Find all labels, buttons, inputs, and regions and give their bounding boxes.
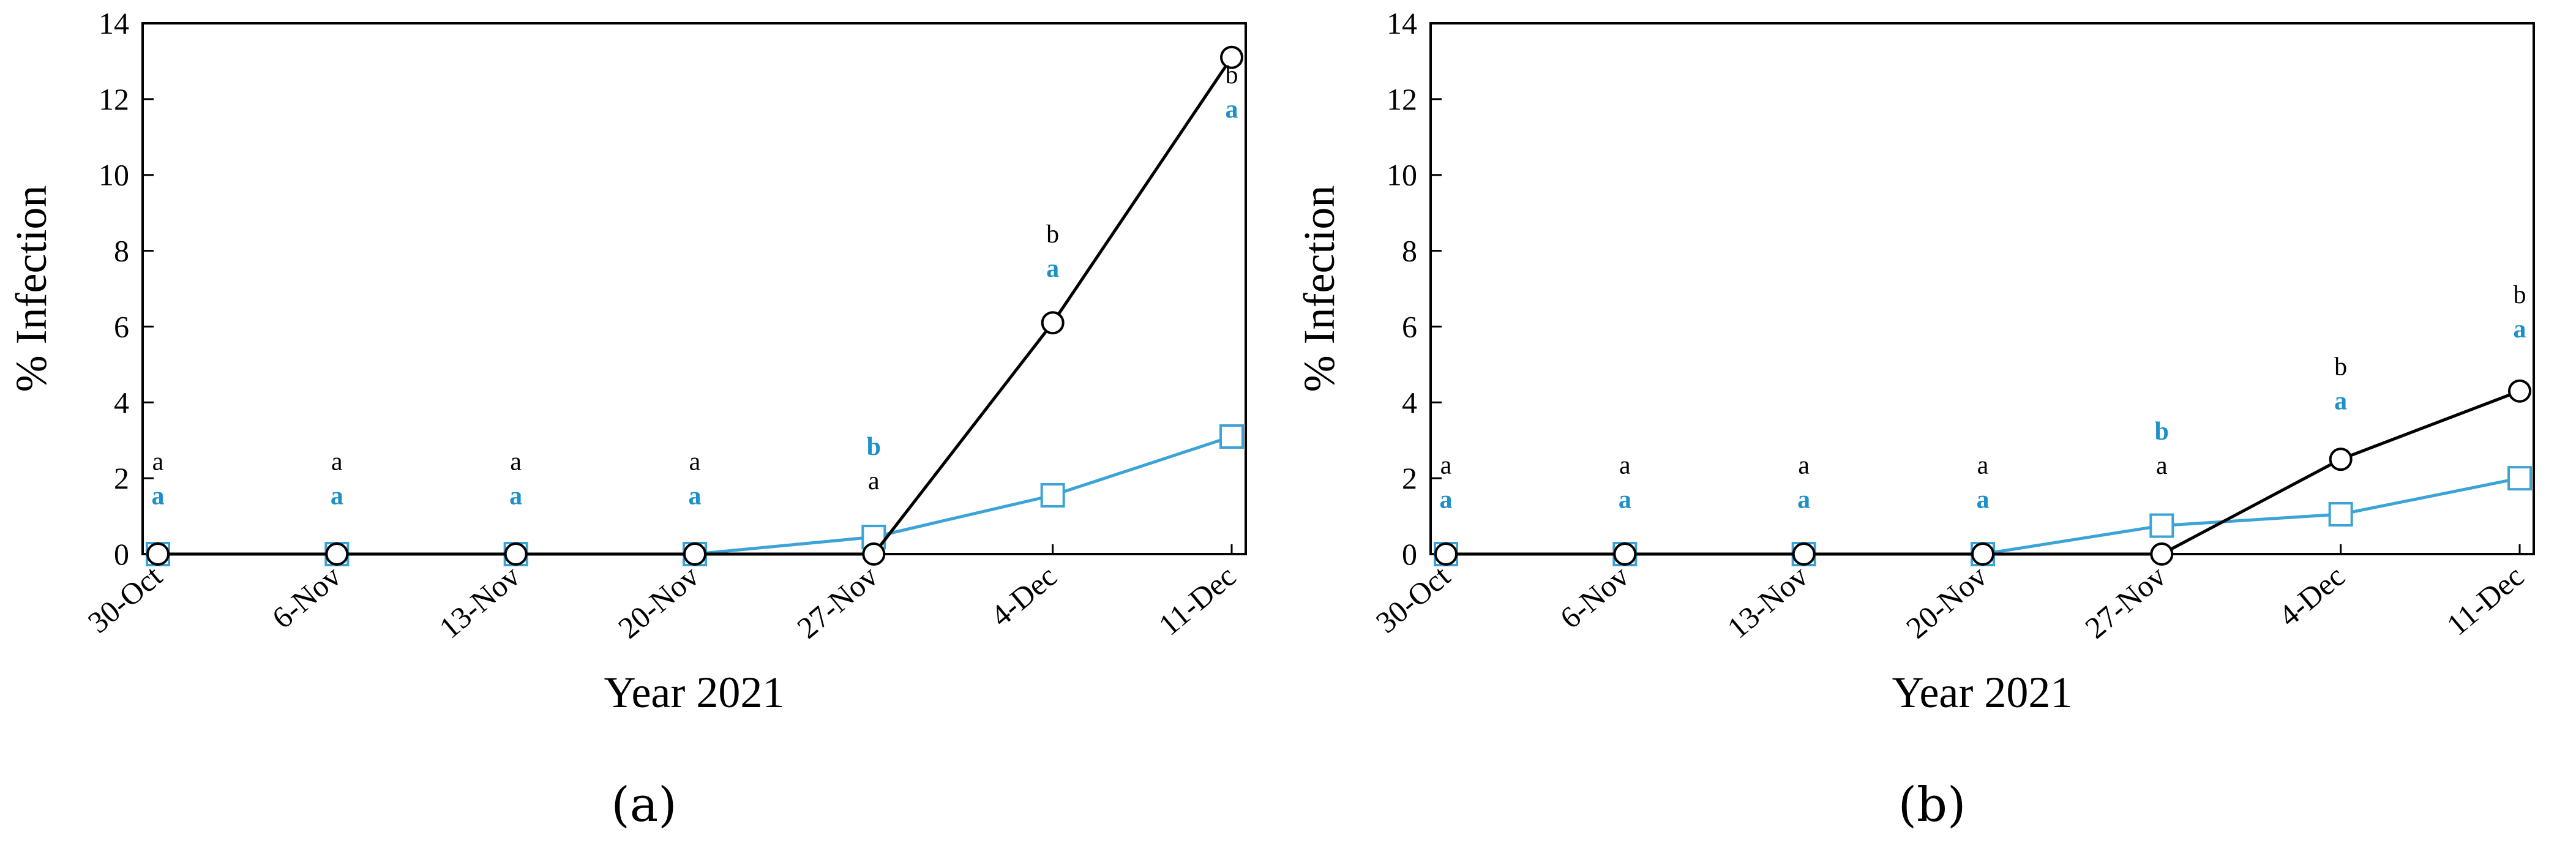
y-tick-label: 14 [99,6,129,40]
data-point-circle [1792,542,1816,566]
data-point-circle [146,542,170,566]
significance-letter-black: a [152,448,164,476]
significance-letter-blue: b [2155,418,2169,446]
significance-letter-blue: a [1797,486,1810,514]
significance-letter-black: a [689,448,701,476]
data-point-circle [862,542,886,566]
data-point-circle [2150,542,2174,566]
y-axis-title: % Infection [1295,186,1344,392]
y-tick-label: 12 [1387,82,1417,116]
data-point-square [1040,483,1065,508]
data-point-square [2149,513,2174,538]
x-tick-label: 11-Dec [2440,559,2530,642]
x-tick-label: 13-Nov [433,559,526,645]
y-tick-label: 12 [99,82,129,116]
significance-letter-blue: a [689,482,702,511]
data-point-square [2507,466,2532,491]
data-point-circle [1613,542,1637,566]
x-axis-title: Year 2021 [1892,668,2073,717]
x-axis-title: Year 2021 [604,668,785,717]
x-tick-label: 4-Dec [2272,559,2351,633]
significance-letter-black: a [510,448,522,476]
significance-letter-black: a [1798,452,1810,480]
significance-letter-black: a [2156,452,2168,480]
x-tick-label: 6-Nov [1554,559,1636,635]
y-tick-label: 0 [114,537,129,571]
x-tick-label: 27-Nov [790,559,884,645]
panel-caption-a: (a) [611,778,677,833]
significance-letter-blue: a [1046,255,1059,283]
y-tick-label: 8 [1402,234,1417,268]
significance-letter-blue: b [867,433,881,461]
data-point-circle [683,542,706,566]
significance-letter-blue: a [331,482,343,511]
data-point-circle [1041,311,1065,335]
y-axis-title: % Infection [7,186,56,392]
significance-letter-black: b [1046,220,1059,249]
y-tick-label: 4 [114,385,129,419]
y-tick-label: 14 [1387,6,1417,40]
data-point-circle [325,542,349,566]
panel-caption-b: (b) [1898,778,1966,833]
significance-letter-blue: a [1619,486,1631,514]
x-tick-label: 20-Nov [1900,559,1993,645]
significance-letter-black: a [1619,452,1631,480]
significance-letter-blue: a [1226,96,1238,124]
y-tick-label: 2 [1402,461,1417,495]
y-tick-label: 10 [1387,158,1417,192]
y-tick-label: 4 [1402,385,1417,419]
chart-panel-a: 0 2 4 6 8 10 12 14 30-Oct 6-Nov 13-Nov 20-Nov 27-Nov… [7,6,1247,833]
data-point-square [1219,424,1244,449]
x-tick-label: 6-Nov [266,559,348,635]
significance-letter-black: a [1440,452,1452,480]
significance-letter-black: a [331,448,343,476]
x-tick-label: 4-Dec [984,559,1063,633]
chart-panel-b: 0 2 4 6 8 10 12 14 30-Oct 6-Nov 13-Nov 20-Nov 27-Nov… [1288,0,2576,851]
y-tick-label: 10 [99,158,129,192]
significance-letter-blue: a [1440,486,1453,514]
y-tick-label: 0 [1402,537,1417,571]
y-tick-label: 2 [114,461,129,495]
significance-letter-black: a [1977,452,1989,480]
significance-letter-black: b [2334,353,2347,381]
y-tick-label: 6 [114,309,129,343]
significance-letter-black: b [2514,281,2526,309]
x-tick-label: 13-Nov [1721,559,1814,645]
series-line-circle [158,56,1234,556]
significance-letter-blue: a [152,482,165,511]
data-point-circle [2508,379,2531,403]
x-tick-label: 20-Nov [612,559,705,645]
data-point-circle [1971,542,1994,566]
significance-letter-blue: a [509,482,522,511]
x-tick-label: 27-Nov [2078,559,2172,645]
data-point-square [2328,501,2353,527]
x-tick-label: 11-Dec [1152,559,1242,642]
significance-letter-blue: a [2334,388,2347,416]
data-point-circle [2329,448,2353,471]
y-tick-label: 6 [1402,309,1417,343]
data-point-circle [1434,542,1458,566]
data-point-circle [1220,45,1243,69]
y-tick-label: 8 [114,234,129,268]
significance-letter-blue: a [2514,315,2526,343]
data-point-circle [504,542,528,566]
significance-letter-black: a [868,467,880,495]
significance-letter-blue: a [1977,486,1990,514]
significance-letter-black: b [1226,61,1238,89]
